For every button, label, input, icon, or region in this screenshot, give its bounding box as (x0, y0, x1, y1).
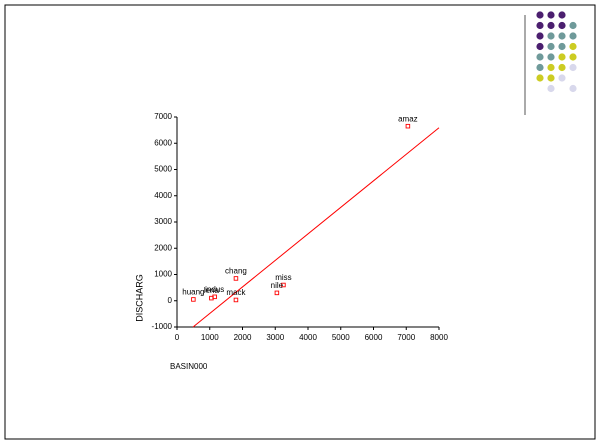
x-tick-label: 1000 (201, 333, 219, 342)
x-tick-label: 8000 (430, 333, 448, 342)
slide-border (5, 5, 595, 439)
decor-dot (558, 32, 565, 39)
decor-dot (547, 11, 554, 18)
x-tick-label: 5000 (332, 333, 350, 342)
decor-dot (547, 22, 554, 29)
decor-dot (558, 22, 565, 29)
point-label: huang (182, 288, 204, 297)
point-label: chang (225, 267, 247, 276)
decor-dot (536, 32, 543, 39)
y-axis-title: DISCHARG (134, 274, 144, 322)
decor-dot (558, 53, 565, 60)
y-tick-label: 0 (168, 296, 173, 305)
x-tick-label: 0 (175, 333, 180, 342)
y-tick-label: -1000 (152, 322, 173, 331)
decor-dot (569, 85, 576, 92)
x-tick-label: 3000 (266, 333, 284, 342)
decor-dot (536, 22, 543, 29)
decor-dot (558, 11, 565, 18)
decor-dot (569, 32, 576, 39)
decor-dot (569, 64, 576, 71)
decor-dot (558, 43, 565, 50)
decor-dot (547, 85, 554, 92)
point-label: mack (226, 288, 246, 297)
point-label: amaz (398, 114, 418, 123)
decor-dot (536, 64, 543, 71)
point-label: nile (271, 281, 284, 290)
y-tick-label: 6000 (154, 138, 172, 147)
decor-dot (558, 64, 565, 71)
y-tick-label: 4000 (154, 191, 172, 200)
y-tick-label: 1000 (154, 270, 172, 279)
x-tick-label: 6000 (365, 333, 383, 342)
y-tick-label: 2000 (154, 243, 172, 252)
point-label: indus (205, 285, 224, 294)
y-tick-label: 7000 (154, 112, 172, 121)
decor-dot (569, 53, 576, 60)
x-tick-label: 7000 (397, 333, 415, 342)
y-tick-label: 5000 (154, 165, 172, 174)
decor-dot (536, 53, 543, 60)
decor-dot (536, 74, 543, 81)
decor-dot (547, 53, 554, 60)
decor-dot (569, 43, 576, 50)
decor-dot (558, 74, 565, 81)
decor-dot (569, 22, 576, 29)
slide: BASIN000 DISCHARG -100001000200030004000… (0, 0, 600, 444)
decor-dot (536, 43, 543, 50)
decor-dot (547, 32, 554, 39)
decor-dot (547, 64, 554, 71)
decor-dot (536, 11, 543, 18)
decor-dot (547, 74, 554, 81)
x-tick-label: 4000 (299, 333, 317, 342)
x-axis-title: BASIN000 (170, 362, 208, 371)
decor-dot (547, 43, 554, 50)
y-tick-label: 3000 (154, 217, 172, 226)
x-tick-label: 2000 (234, 333, 252, 342)
